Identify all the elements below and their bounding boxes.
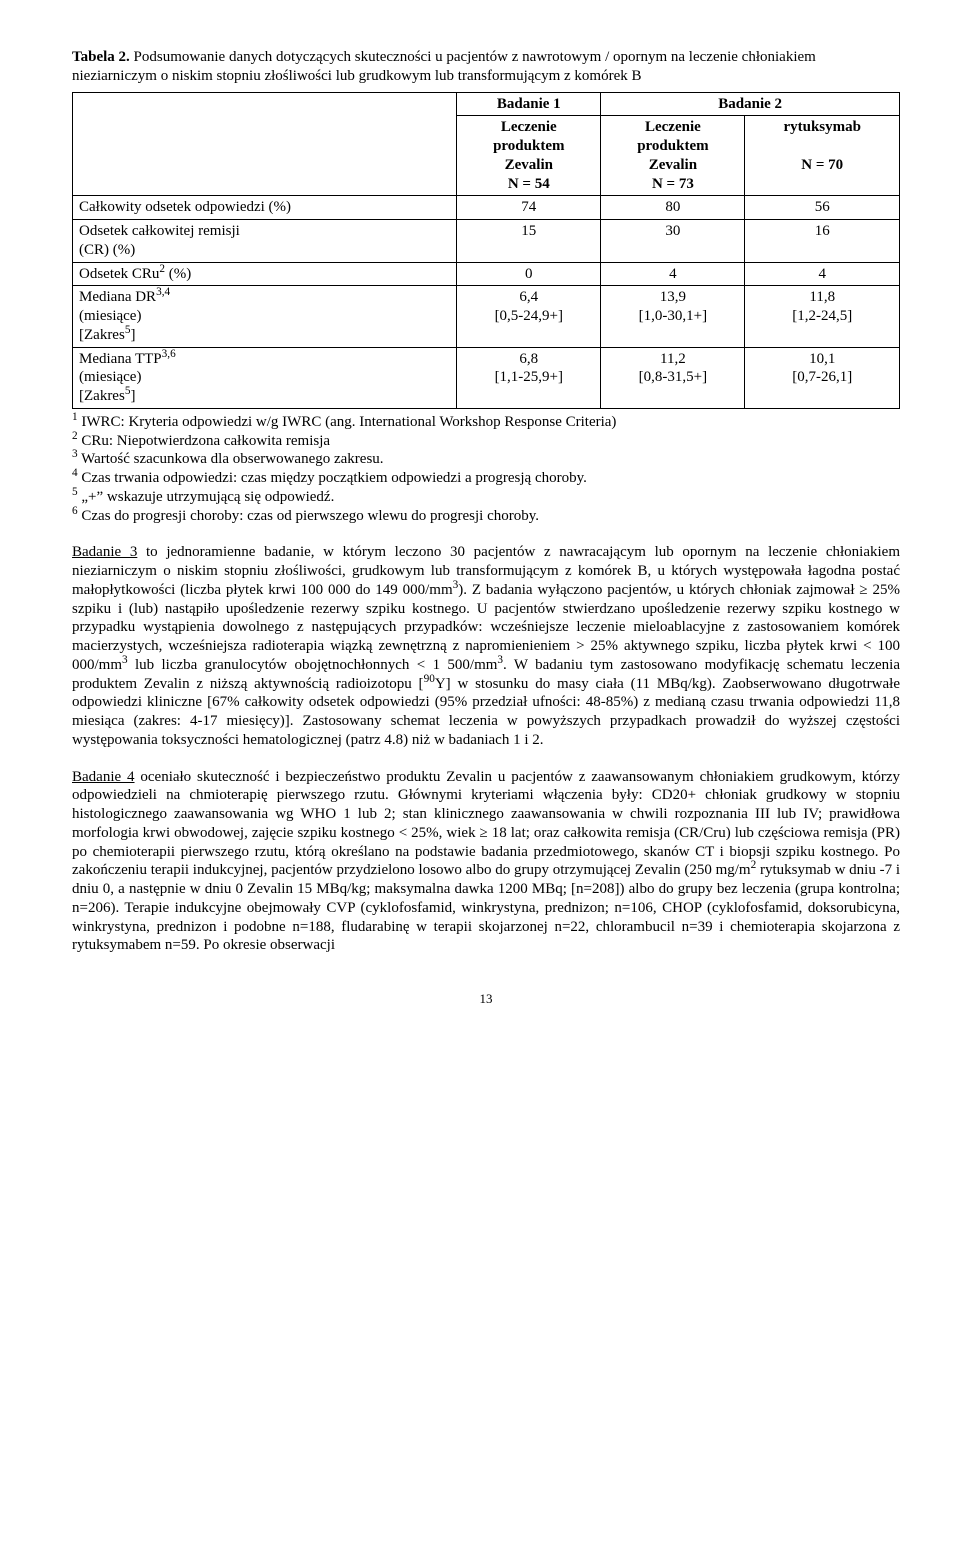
row-value: 30 xyxy=(601,220,745,263)
table-footnotes: 1 IWRC: Kryteria odpowiedzi w/g IWRC (an… xyxy=(72,413,900,526)
footnote: 5 „+” wskazuje utrzymującą się odpowiedź… xyxy=(72,488,900,507)
caption-text: Podsumowanie danych dotyczących skuteczn… xyxy=(72,49,816,84)
paragraph-study3: Badanie 3 to jednoramienne badanie, w kt… xyxy=(72,543,900,749)
row-value: 6,8[1,1-25,9+] xyxy=(457,347,601,408)
footnote: 2 CRu: Niepotwierdzona całkowita remisja xyxy=(72,432,900,451)
row-label: Mediana DR3,4(miesiące)[Zakres5] xyxy=(73,286,457,347)
row-label: Odsetek całkowitej remisji (CR) (%) xyxy=(73,220,457,263)
row-value: 11,2[0,8-31,5+] xyxy=(601,347,745,408)
row-label: Odsetek CRu2 (%) xyxy=(73,262,457,286)
header-study2: Badanie 2 xyxy=(601,92,900,116)
table-row: Mediana TTP3,6(miesiące)[Zakres5] 6,8[1,… xyxy=(73,347,900,408)
caption-lead: Tabela 2. xyxy=(72,49,130,65)
row-label: Mediana TTP3,6(miesiące)[Zakres5] xyxy=(73,347,457,408)
table-caption: Tabela 2. Podsumowanie danych dotyczącyc… xyxy=(72,48,900,86)
page-number: 13 xyxy=(72,991,900,1007)
row-value: 13,9[1,0-30,1+] xyxy=(601,286,745,347)
para-text: oceniało skuteczność i bezpieczeństwo pr… xyxy=(72,769,900,954)
para-lead: Badanie 4 xyxy=(72,769,135,785)
header-arm3: rytuksymab N = 70 xyxy=(745,116,900,196)
para-text: to jednoramienne badanie, w którym leczo… xyxy=(72,544,900,748)
paragraph-study4: Badanie 4 oceniało skuteczność i bezpiec… xyxy=(72,768,900,956)
header-blank xyxy=(73,92,457,196)
row-value: 4 xyxy=(601,262,745,286)
header-arm2: Leczenie produktem Zevalin N = 73 xyxy=(601,116,745,196)
header-study1: Badanie 1 xyxy=(457,92,601,116)
table-row: Mediana DR3,4(miesiące)[Zakres5] 6,4[0,5… xyxy=(73,286,900,347)
header-arm1: Leczenie produktem Zevalin N = 54 xyxy=(457,116,601,196)
para-lead: Badanie 3 xyxy=(72,544,137,560)
row-value: 11,8[1,2-24,5] xyxy=(745,286,900,347)
row-value: 0 xyxy=(457,262,601,286)
footnote: 1 IWRC: Kryteria odpowiedzi w/g IWRC (an… xyxy=(72,413,900,432)
row-value: 16 xyxy=(745,220,900,263)
table-row: Odsetek całkowitej remisji (CR) (%) 15 3… xyxy=(73,220,900,263)
row-value: 80 xyxy=(601,196,745,220)
row-value: 74 xyxy=(457,196,601,220)
row-label: Całkowity odsetek odpowiedzi (%) xyxy=(73,196,457,220)
footnote: 6 Czas do progresji choroby: czas od pie… xyxy=(72,507,900,526)
efficacy-table: Badanie 1 Badanie 2 Leczenie produktem Z… xyxy=(72,92,900,409)
row-value: 10,1[0,7-26,1] xyxy=(745,347,900,408)
footnote: 3 Wartość szacunkowa dla obserwowanego z… xyxy=(72,450,900,469)
row-value: 6,4[0,5-24,9+] xyxy=(457,286,601,347)
row-value: 56 xyxy=(745,196,900,220)
footnote: 4 Czas trwania odpowiedzi: czas między p… xyxy=(72,469,900,488)
table-row: Całkowity odsetek odpowiedzi (%) 74 80 5… xyxy=(73,196,900,220)
table-row: Odsetek CRu2 (%) 0 4 4 xyxy=(73,262,900,286)
row-value: 15 xyxy=(457,220,601,263)
row-value: 4 xyxy=(745,262,900,286)
